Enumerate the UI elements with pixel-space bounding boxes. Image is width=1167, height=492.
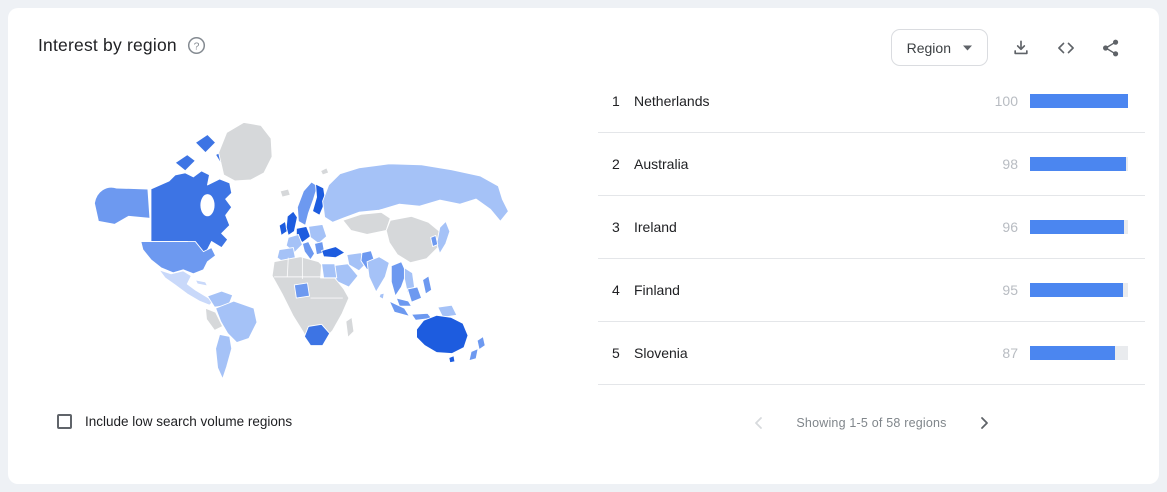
country-indonesia-sumatra — [388, 300, 410, 317]
row-bar-track — [1030, 157, 1128, 171]
country-argentina — [215, 333, 233, 380]
country-svalbard — [320, 167, 330, 176]
row-region-name: Slovenia — [634, 345, 688, 361]
country-china — [385, 215, 442, 264]
country-thailand-myanmar — [390, 261, 407, 297]
country-brazil — [215, 300, 258, 343]
country-uk — [285, 210, 298, 236]
country-madagascar — [345, 316, 355, 338]
row-value: 98 — [1002, 156, 1018, 172]
row-region-name: Finland — [634, 282, 680, 298]
country-finland — [312, 183, 327, 216]
row-rank: 5 — [612, 345, 620, 361]
region-dropdown[interactable]: Region — [890, 29, 988, 66]
region-dropdown-value: Region — [906, 39, 951, 56]
row-value: 95 — [1002, 282, 1018, 298]
share-icon[interactable] — [1099, 36, 1123, 60]
row-rank: 2 — [612, 156, 620, 172]
next-page-icon[interactable] — [973, 412, 995, 434]
row-bar-track — [1030, 283, 1128, 297]
row-bar-fill — [1030, 157, 1127, 171]
country-new-zealand-south — [468, 348, 479, 362]
region-row-finland[interactable]: 4 Finland 95 — [598, 259, 1145, 322]
row-value: 100 — [994, 93, 1018, 109]
country-mexico — [158, 269, 214, 306]
pagination: Showing 1-5 of 58 regions — [598, 412, 1145, 434]
chevron-down-icon — [963, 45, 972, 50]
africa-border-1 — [286, 257, 289, 277]
country-africa — [271, 256, 350, 345]
page-title: Interest by region — [38, 35, 177, 55]
map-countries — [93, 121, 509, 380]
region-row-netherlands[interactable]: 1 Netherlands 100 — [598, 70, 1145, 133]
country-new-zealand-north — [476, 336, 486, 351]
world-map[interactable] — [56, 82, 566, 394]
region-row-slovenia[interactable]: 5 Slovenia 87 — [598, 322, 1145, 385]
prev-page-icon[interactable] — [748, 412, 770, 434]
row-bar-fill — [1030, 220, 1125, 234]
download-icon[interactable] — [1009, 36, 1033, 60]
interest-by-region-card: Interest by region ? Region — [8, 8, 1159, 484]
country-turkey — [321, 246, 346, 259]
country-usa — [140, 241, 217, 275]
hudson-bay — [200, 194, 215, 217]
country-canada-arctic-1 — [174, 154, 196, 172]
country-philippines — [422, 275, 433, 295]
country-russia — [322, 163, 509, 223]
code-embed-icon[interactable] — [1054, 36, 1078, 60]
row-rank: 1 — [612, 93, 620, 109]
country-india — [366, 256, 390, 293]
row-bar-fill — [1030, 94, 1128, 108]
row-bar-fill — [1030, 283, 1124, 297]
row-region-name: Ireland — [634, 219, 677, 235]
low-volume-label: Include low search volume regions — [85, 414, 293, 429]
row-rank: 3 — [612, 219, 620, 235]
country-greenland — [218, 121, 273, 182]
region-row-australia[interactable]: 2 Australia 98 — [598, 133, 1145, 196]
country-borneo — [406, 286, 423, 303]
country-canada-arctic-2 — [194, 134, 217, 154]
country-iceland — [279, 188, 291, 198]
row-bar-fill — [1030, 346, 1116, 360]
row-bar-track — [1030, 220, 1128, 234]
country-australia — [416, 314, 469, 355]
low-volume-toggle[interactable]: Include low search volume regions — [57, 414, 292, 429]
pagination-label: Showing 1-5 of 58 regions — [796, 416, 947, 430]
row-region-name: Australia — [634, 156, 689, 172]
country-sri-lanka — [378, 292, 385, 300]
row-bar-track — [1030, 346, 1128, 360]
country-south-africa — [303, 323, 331, 347]
row-region-name: Netherlands — [634, 93, 710, 109]
country-new-guinea — [437, 304, 458, 318]
svg-text:?: ? — [193, 41, 199, 52]
country-japan — [436, 220, 451, 255]
row-value: 96 — [1002, 219, 1018, 235]
country-peru — [205, 307, 224, 331]
country-egypt — [321, 263, 338, 279]
region-list: 1 Netherlands 100 2 Australia 98 3 Irela… — [598, 70, 1145, 385]
country-italy — [301, 241, 315, 261]
country-tasmania — [448, 355, 456, 364]
country-malaysia — [395, 297, 412, 307]
row-bar-track — [1030, 94, 1128, 108]
row-rank: 4 — [612, 282, 620, 298]
country-south-korea — [430, 235, 439, 248]
country-nigeria — [293, 282, 310, 299]
help-icon[interactable]: ? — [187, 36, 206, 55]
country-alaska — [93, 186, 151, 225]
header: Interest by region ? — [38, 35, 206, 56]
header-controls: Region — [890, 29, 1123, 66]
low-volume-checkbox[interactable] — [57, 414, 72, 429]
region-row-ireland[interactable]: 3 Ireland 96 — [598, 196, 1145, 259]
country-colombia — [207, 290, 234, 308]
row-value: 87 — [1002, 345, 1018, 361]
country-eastern-europe — [308, 223, 328, 245]
country-cuba — [194, 279, 208, 287]
